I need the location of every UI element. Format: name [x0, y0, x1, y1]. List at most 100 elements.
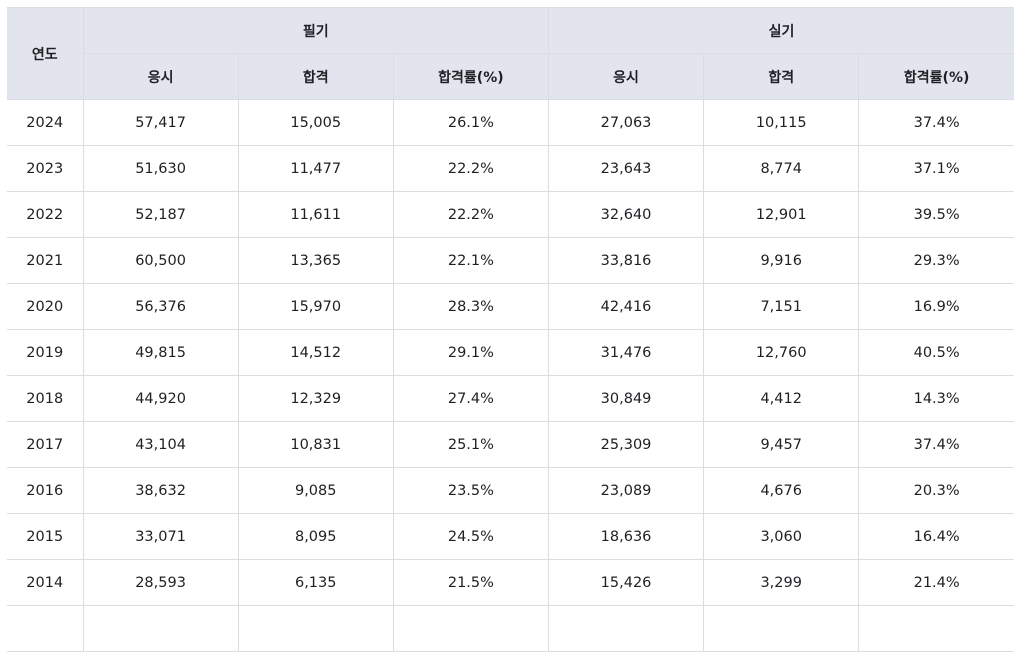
cell-practical-applicants: 23,089: [547, 467, 705, 514]
cell-year: 2022: [7, 191, 84, 238]
cell-practical-passed: 10,115: [703, 99, 860, 146]
cell-written-pass-rate: [392, 605, 549, 652]
cell-year: 2015: [7, 513, 84, 560]
cell-practical-passed: 12,760: [703, 329, 860, 376]
cell-practical-applicants: 30,849: [547, 375, 705, 422]
table-row: 2024 57,417 15,005 26.1% 27,063 10,115 37.4%: [7, 99, 1014, 146]
cell-practical-applicants: 27,063: [547, 99, 705, 146]
cell-practical-pass-rate: 37.4%: [858, 421, 1014, 468]
exam-stats-table: 연도 필기 실기 응시 합격 합격률(%) 응시 합격 합격률(%) 2024 5…: [7, 7, 1014, 652]
header-written-passed: 합격: [237, 53, 394, 100]
cell-written-applicants: 38,632: [82, 467, 239, 514]
cell-written-pass-rate: 21.5%: [392, 559, 549, 606]
cell-written-pass-rate: 25.1%: [392, 421, 549, 468]
cell-year: 2016: [7, 467, 84, 514]
cell-written-passed: 12,329: [237, 375, 394, 422]
table-row: 2019 49,815 14,512 29.1% 31,476 12,760 40.5%: [7, 329, 1014, 376]
cell-written-passed: [237, 605, 394, 652]
cell-written-applicants: [82, 605, 239, 652]
header-group-written: 필기: [82, 7, 549, 54]
cell-written-passed: 9,085: [237, 467, 394, 514]
cell-written-applicants: 43,104: [82, 421, 239, 468]
cell-year: 2020: [7, 283, 84, 330]
cell-written-passed: 8,095: [237, 513, 394, 560]
cell-practical-passed: 4,676: [703, 467, 860, 514]
cell-practical-passed: [703, 605, 860, 652]
cell-year: 2017: [7, 421, 84, 468]
cell-written-pass-rate: 28.3%: [392, 283, 549, 330]
table-row: 2017 43,104 10,831 25.1% 25,309 9,457 37.4%: [7, 421, 1014, 468]
cell-practical-pass-rate: 16.9%: [858, 283, 1014, 330]
exam-stats-table-container: 연도 필기 실기 응시 합격 합격률(%) 응시 합격 합격률(%) 2024 5…: [7, 7, 1014, 652]
header-row-groups: 연도 필기 실기: [7, 7, 1014, 100]
cell-written-pass-rate: 22.2%: [392, 145, 549, 192]
table-row: 2014 28,593 6,135 21.5% 15,426 3,299 21.4%: [7, 559, 1014, 606]
cell-practical-pass-rate: 21.4%: [858, 559, 1014, 606]
cell-written-applicants: 60,500: [82, 237, 239, 284]
cell-practical-passed: 7,151: [703, 283, 860, 330]
cell-year: 2023: [7, 145, 84, 192]
cell-year: 2019: [7, 329, 84, 376]
cell-practical-applicants: 32,640: [547, 191, 705, 238]
table-row: 2023 51,630 11,477 22.2% 23,643 8,774 37.1%: [7, 145, 1014, 192]
table-row: [7, 605, 1014, 652]
cell-practical-pass-rate: 16.4%: [858, 513, 1014, 560]
table-row: 2016 38,632 9,085 23.5% 23,089 4,676 20.3%: [7, 467, 1014, 514]
cell-practical-passed: 9,916: [703, 237, 860, 284]
cell-written-passed: 13,365: [237, 237, 394, 284]
cell-year: 2018: [7, 375, 84, 422]
cell-practical-pass-rate: 37.1%: [858, 145, 1014, 192]
cell-written-applicants: 28,593: [82, 559, 239, 606]
cell-practical-passed: 4,412: [703, 375, 860, 422]
cell-practical-applicants: 42,416: [547, 283, 705, 330]
header-group-practical: 실기: [547, 7, 1014, 54]
cell-written-passed: 11,477: [237, 145, 394, 192]
table-header: 연도 필기 실기 응시 합격 합격률(%) 응시 합격 합격률(%): [7, 7, 1014, 100]
cell-written-applicants: 49,815: [82, 329, 239, 376]
cell-written-passed: 15,005: [237, 99, 394, 146]
cell-written-applicants: 51,630: [82, 145, 239, 192]
header-written-pass-rate: 합격률(%): [392, 53, 549, 100]
cell-practical-passed: 8,774: [703, 145, 860, 192]
cell-practical-applicants: 23,643: [547, 145, 705, 192]
cell-written-pass-rate: 22.2%: [392, 191, 549, 238]
table-row: 2020 56,376 15,970 28.3% 42,416 7,151 16.9%: [7, 283, 1014, 330]
cell-written-applicants: 52,187: [82, 191, 239, 238]
cell-practical-pass-rate: 20.3%: [858, 467, 1014, 514]
cell-practical-pass-rate: [858, 605, 1014, 652]
cell-practical-applicants: [547, 605, 705, 652]
table-row: 2018 44,920 12,329 27.4% 30,849 4,412 14.3%: [7, 375, 1014, 422]
cell-practical-passed: 3,060: [703, 513, 860, 560]
cell-written-pass-rate: 26.1%: [392, 99, 549, 146]
cell-written-passed: 11,611: [237, 191, 394, 238]
table-row: 2021 60,500 13,365 22.1% 33,816 9,916 29.3%: [7, 237, 1014, 284]
cell-practical-applicants: 25,309: [547, 421, 705, 468]
cell-practical-applicants: 18,636: [547, 513, 705, 560]
header-written-applicants: 응시: [83, 53, 239, 100]
cell-written-applicants: 33,071: [82, 513, 239, 560]
cell-year: 2021: [7, 237, 84, 284]
cell-practical-applicants: 15,426: [547, 559, 705, 606]
cell-practical-applicants: 31,476: [547, 329, 705, 376]
table-body: 2024 57,417 15,005 26.1% 27,063 10,115 37.4% 20…: [7, 99, 1014, 652]
cell-written-applicants: 57,417: [82, 99, 239, 146]
cell-practical-pass-rate: 37.4%: [858, 99, 1014, 146]
cell-written-pass-rate: 29.1%: [392, 329, 549, 376]
header-practical-pass-rate: 합격률(%): [858, 53, 1014, 100]
cell-written-pass-rate: 27.4%: [392, 375, 549, 422]
header-row-subcolumns: 응시 합격 합격률(%) 응시 합격 합격률(%): [7, 53, 1014, 100]
cell-written-passed: 10,831: [237, 421, 394, 468]
cell-practical-applicants: 33,816: [547, 237, 705, 284]
header-practical-passed: 합격: [703, 53, 860, 100]
cell-practical-pass-rate: 39.5%: [858, 191, 1014, 238]
header-year: 연도: [7, 7, 84, 100]
cell-year: 2014: [7, 559, 84, 606]
cell-year: 2024: [7, 99, 84, 146]
cell-written-passed: 15,970: [237, 283, 394, 330]
cell-written-passed: 6,135: [237, 559, 394, 606]
cell-written-pass-rate: 24.5%: [392, 513, 549, 560]
cell-practical-passed: 9,457: [703, 421, 860, 468]
cell-written-pass-rate: 23.5%: [392, 467, 549, 514]
table-row: 2022 52,187 11,611 22.2% 32,640 12,901 39.5%: [7, 191, 1014, 238]
header-practical-applicants: 응시: [547, 53, 705, 100]
